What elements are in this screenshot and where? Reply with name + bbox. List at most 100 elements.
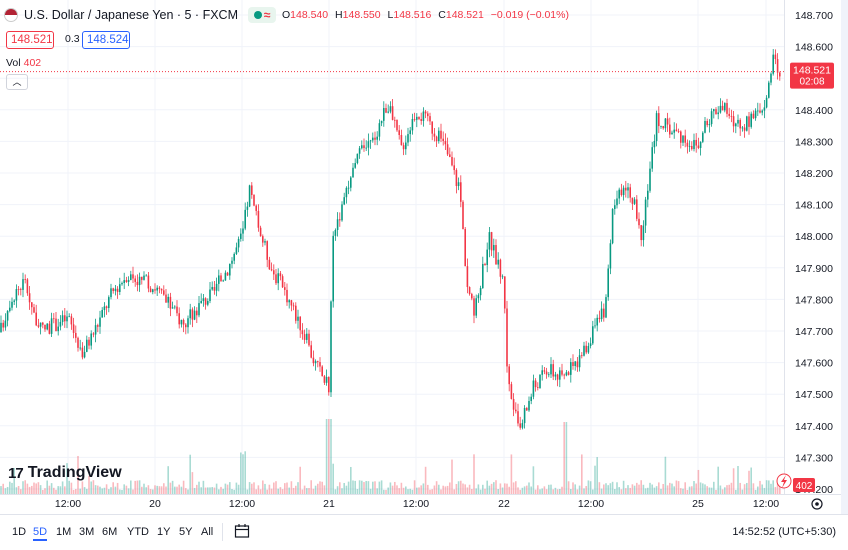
volume-bar (440, 489, 442, 494)
timeframe-1m[interactable]: 1M (56, 526, 72, 538)
volume-bar (482, 484, 484, 494)
buy-price-button[interactable]: 148.524 (82, 31, 130, 49)
volume-bar (246, 489, 249, 494)
candle (253, 194, 255, 206)
time-tick-label: 12:00 (229, 498, 255, 510)
candle (642, 225, 645, 241)
candle (235, 247, 238, 254)
candle (37, 325, 40, 327)
volume-bar (163, 483, 165, 494)
candle (28, 293, 31, 303)
volume-bar (556, 489, 559, 494)
volume-bar (521, 487, 524, 494)
candle (545, 371, 548, 375)
price-tick-label: 147.900 (795, 263, 833, 275)
candle (396, 120, 398, 131)
candle (603, 308, 605, 318)
price-tick-label: 148.200 (795, 168, 833, 180)
timeframe-all[interactable]: All (201, 526, 214, 538)
volume-bar (57, 486, 59, 494)
candle (433, 133, 436, 137)
candle (530, 396, 532, 401)
timeframe-1d[interactable]: 1D (12, 526, 27, 538)
volume-bar (248, 482, 251, 494)
volume-bar (277, 488, 279, 494)
candle (108, 297, 110, 309)
price-tick-label: 148.000 (795, 231, 833, 243)
volume-bar (339, 482, 341, 494)
volume-bar (211, 487, 213, 494)
volume-bar (746, 482, 748, 494)
candle (193, 310, 196, 320)
tradingview-logo: 17 TradingView (8, 464, 122, 482)
volume-bar (484, 488, 486, 494)
timeframe-1y[interactable]: 1Y (157, 526, 171, 538)
candle (317, 361, 319, 363)
timeframe-5y[interactable]: 5Y (179, 526, 193, 538)
candle (765, 97, 768, 108)
candle (526, 408, 528, 411)
settings-gear-icon[interactable] (811, 498, 823, 510)
volume-bar (193, 487, 196, 494)
timeframe-5d[interactable]: 5D (33, 526, 48, 541)
candle (376, 136, 378, 140)
volume-bar (66, 463, 68, 494)
lightning-icon[interactable] (776, 473, 792, 489)
candle (776, 59, 779, 73)
volume-bar (618, 487, 620, 494)
candle (662, 126, 664, 129)
volume-bar (242, 454, 244, 494)
candle (156, 287, 158, 291)
volume-bar (251, 483, 253, 494)
symbol-title[interactable]: U.S. Dollar / Japanese Yen · 5 · FXCM (24, 8, 238, 22)
time-tick-label: 21 (323, 498, 335, 510)
clock-timezone[interactable]: 14:52:52 (UTC+5:30) (732, 526, 836, 538)
volume-bar (774, 486, 777, 494)
candle (160, 288, 163, 291)
volume-bar (455, 483, 458, 494)
candle (187, 318, 189, 328)
volume-bar (451, 459, 453, 494)
candle (523, 408, 526, 424)
volume-bar (539, 489, 541, 494)
volume-bar (215, 483, 218, 494)
volume-bar (141, 486, 143, 494)
candle (218, 275, 220, 284)
visibility-toggle[interactable]: ≈ (247, 7, 276, 23)
candle (578, 355, 581, 368)
candle (409, 130, 411, 135)
volume-bar (160, 486, 163, 494)
candle (295, 305, 297, 321)
volume-bar (350, 466, 352, 494)
candle (754, 110, 757, 119)
timeframe-3m[interactable]: 3M (79, 526, 95, 538)
candle (92, 333, 95, 335)
candle (570, 362, 572, 375)
volume-bar (101, 488, 103, 494)
timeframe-6m[interactable]: 6M (102, 526, 118, 538)
candle (559, 370, 561, 380)
candle (699, 141, 702, 148)
candle (211, 287, 213, 290)
volume-bar (165, 486, 167, 494)
candle (110, 288, 112, 298)
volume-bar (633, 485, 636, 494)
volume-bar (145, 487, 147, 494)
candle (86, 339, 88, 352)
volume-bar (497, 489, 499, 494)
candle (277, 273, 279, 284)
timeframe-ytd[interactable]: YTD (127, 526, 149, 538)
candle (682, 135, 684, 143)
candle (671, 132, 673, 135)
chevron-up-icon[interactable]: ︿ (6, 74, 28, 90)
sell-price-button[interactable]: 148.521 (6, 31, 54, 49)
volume-bar (235, 482, 238, 494)
calendar-range-icon[interactable] (234, 523, 250, 539)
volume-bar (59, 486, 62, 494)
candle (363, 145, 365, 149)
candle (220, 275, 222, 282)
volume-bar (394, 481, 396, 494)
volume-bar (620, 489, 623, 494)
candle (653, 141, 656, 148)
